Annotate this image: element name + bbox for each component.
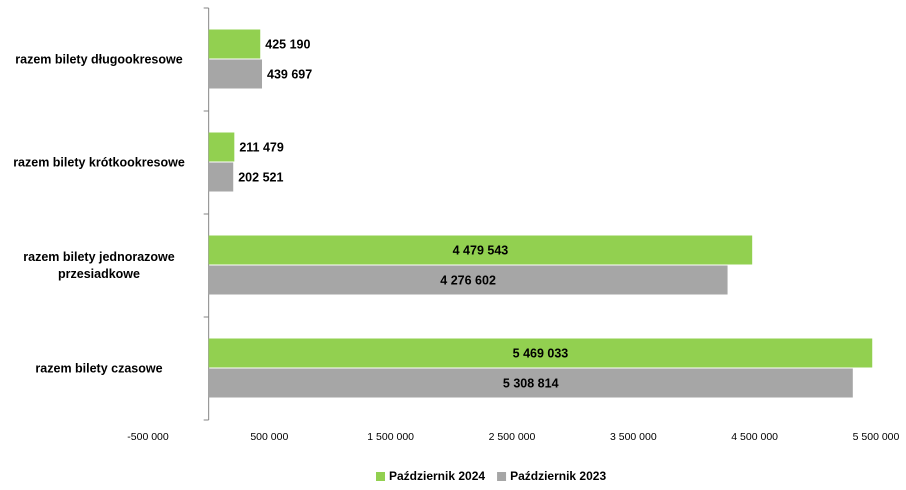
bar: [208, 162, 234, 192]
y-tick-label: razem bilety jednorazowe przesiadkowe: [23, 249, 175, 281]
y-tick-label: razem bilety długookresowe: [15, 52, 183, 66]
legend-swatch: [497, 472, 507, 481]
x-tick-label: 500 000: [250, 431, 288, 443]
legend-swatch: [376, 472, 385, 481]
data-label: 5 308 814: [503, 376, 559, 390]
bar: [208, 265, 728, 295]
data-label: 5 469 033: [513, 346, 569, 360]
y-tick-label: razem bilety krótkookresowe: [13, 155, 185, 169]
data-label: 4 276 602: [440, 273, 496, 287]
bar: [208, 29, 261, 59]
y-tick-label: razem bilety czasowe: [35, 361, 163, 375]
x-tick-label: 4 500 000: [731, 431, 778, 443]
data-label: 4 479 543: [453, 243, 509, 257]
legend-label: Październik 2024: [389, 469, 485, 483]
bar: [208, 59, 263, 89]
x-tick-label: -500 000: [127, 431, 169, 443]
bar: [208, 338, 873, 368]
bar: [208, 132, 235, 162]
bar: [208, 235, 753, 265]
x-tick-label: 1 500 000: [367, 431, 414, 443]
data-label: 202 521: [238, 170, 283, 184]
bar: [208, 368, 853, 398]
data-label: 439 697: [267, 67, 312, 81]
data-label: 211 479: [239, 140, 284, 154]
x-tick-label: 5 500 000: [853, 431, 900, 443]
data-label: 425 190: [265, 37, 310, 51]
legend-label: Październik 2023: [510, 469, 606, 483]
x-tick-label: 3 500 000: [610, 431, 657, 443]
x-tick-label: 2 500 000: [489, 431, 536, 443]
